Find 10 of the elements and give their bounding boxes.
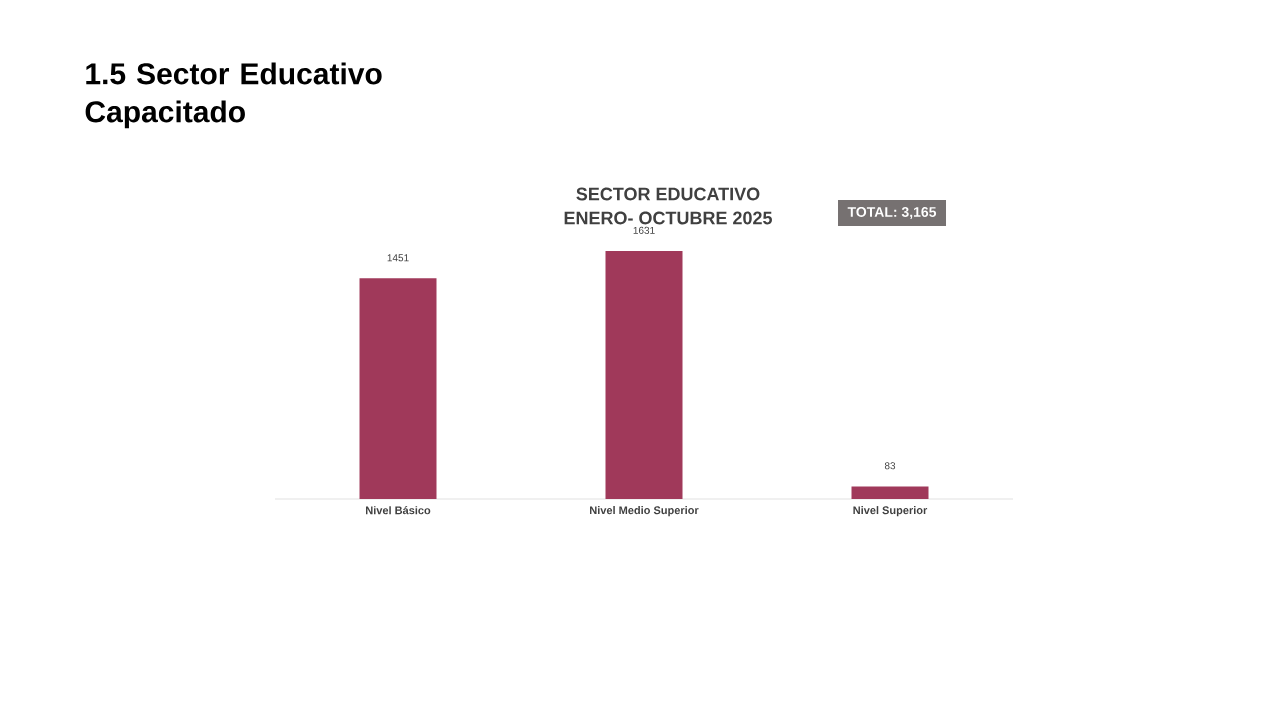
chart-subtitle: ENERO- OCTUBRE 2025 (564, 211, 772, 225)
text: TOTAL: 3,165 (847, 207, 937, 219)
x-tick-label: Nivel Superior (853, 506, 928, 517)
x-tick-label: Nivel Medio Superior (590, 506, 699, 517)
data-label: 83 (884, 462, 896, 470)
text: 1.5 Sector Educativo Capacitado (85, 62, 382, 129)
x-tick-label: Nivel Básico (366, 506, 431, 515)
data-label: 1631 (633, 226, 655, 234)
data-label: 1451 (387, 254, 409, 262)
chart-title: SECTOR EDUCATIVO (576, 187, 760, 201)
